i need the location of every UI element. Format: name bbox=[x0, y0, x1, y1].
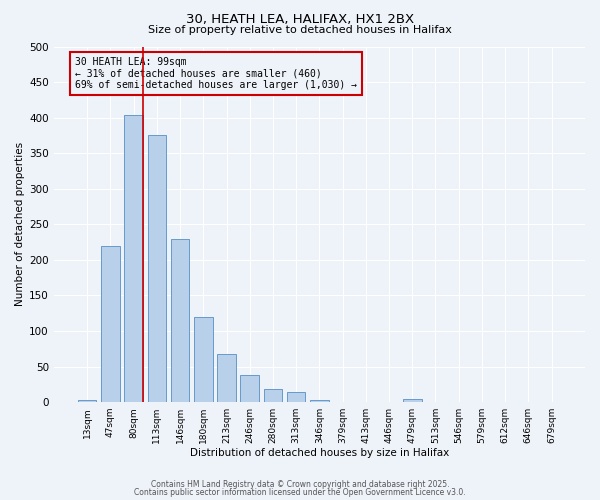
Bar bbox=[263, 390, 282, 402]
Bar bbox=[171, 238, 190, 402]
Text: Contains HM Land Registry data © Crown copyright and database right 2025.: Contains HM Land Registry data © Crown c… bbox=[151, 480, 449, 489]
Bar bbox=[194, 318, 212, 402]
Text: 30, HEATH LEA, HALIFAX, HX1 2BX: 30, HEATH LEA, HALIFAX, HX1 2BX bbox=[186, 12, 414, 26]
Text: Size of property relative to detached houses in Halifax: Size of property relative to detached ho… bbox=[148, 25, 452, 35]
Text: Contains public sector information licensed under the Open Government Licence v3: Contains public sector information licen… bbox=[134, 488, 466, 497]
Bar bbox=[217, 354, 236, 402]
Bar bbox=[287, 392, 305, 402]
Bar bbox=[241, 375, 259, 402]
Bar bbox=[403, 398, 422, 402]
Bar bbox=[78, 400, 97, 402]
X-axis label: Distribution of detached houses by size in Halifax: Distribution of detached houses by size … bbox=[190, 448, 449, 458]
Bar bbox=[101, 246, 120, 402]
Bar bbox=[124, 116, 143, 402]
Y-axis label: Number of detached properties: Number of detached properties bbox=[15, 142, 25, 306]
Text: 30 HEATH LEA: 99sqm
← 31% of detached houses are smaller (460)
69% of semi-detac: 30 HEATH LEA: 99sqm ← 31% of detached ho… bbox=[75, 57, 357, 90]
Bar bbox=[148, 136, 166, 402]
Bar bbox=[310, 400, 329, 402]
